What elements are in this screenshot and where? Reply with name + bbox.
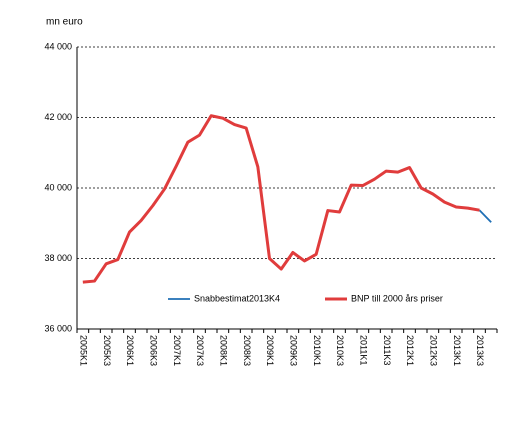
legend-label: Snabbestimat2013K4 bbox=[194, 293, 280, 303]
y-axis-label: mn euro bbox=[46, 17, 83, 28]
x-tick-label: 2012K1 bbox=[405, 335, 415, 366]
x-tick-label: 2007K1 bbox=[172, 335, 182, 366]
y-tick-label: 38 000 bbox=[44, 253, 72, 263]
x-tick-label: 2013K1 bbox=[452, 335, 462, 366]
y-tick-label: 42 000 bbox=[44, 112, 72, 122]
legend-label: BNP till 2000 års priser bbox=[351, 293, 443, 303]
x-tick-label: 2010K1 bbox=[312, 335, 322, 366]
y-tick-label: 40 000 bbox=[44, 182, 72, 192]
series-line bbox=[82, 114, 480, 284]
x-tick-label: 2011K1 bbox=[358, 335, 368, 365]
x-tick-label: 2009K1 bbox=[265, 335, 275, 366]
x-tick-label: 2006K3 bbox=[148, 335, 158, 366]
x-tick-label: 2008K3 bbox=[242, 335, 252, 366]
x-tick-label: 2007K3 bbox=[195, 335, 205, 366]
x-tick-label: 2012K3 bbox=[428, 335, 438, 366]
y-tick-label: 44 000 bbox=[44, 41, 72, 51]
x-tick-label: 2009K3 bbox=[288, 335, 298, 366]
x-tick-label: 2010K3 bbox=[335, 335, 345, 366]
x-tick-label: 2008K1 bbox=[218, 335, 228, 366]
x-tick-label: 2006K1 bbox=[125, 335, 135, 366]
x-tick-label: 2005K3 bbox=[102, 335, 112, 366]
series-line bbox=[478, 209, 492, 223]
x-tick-label: 2005K1 bbox=[78, 335, 88, 366]
x-tick-label: 2013K3 bbox=[475, 335, 485, 366]
x-tick-label: 2011K3 bbox=[382, 335, 392, 365]
y-tick-label: 36 000 bbox=[44, 323, 72, 333]
